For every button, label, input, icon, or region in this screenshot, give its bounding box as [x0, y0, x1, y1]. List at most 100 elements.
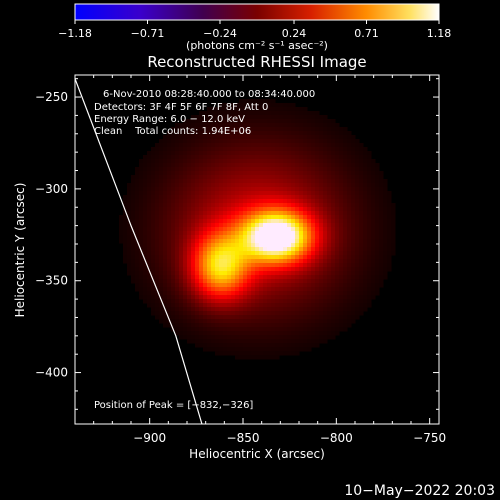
- heatmap-cell: [335, 155, 340, 160]
- heatmap-cell: [359, 203, 364, 208]
- heatmap-cell: [179, 323, 184, 328]
- heatmap-cell: [363, 251, 368, 256]
- heatmap-cell: [279, 159, 284, 164]
- heatmap-cell: [239, 275, 244, 280]
- heatmap-cell: [123, 251, 128, 256]
- heatmap-cell: [287, 343, 292, 348]
- heatmap-cell: [363, 275, 368, 280]
- heatmap-cell: [371, 251, 376, 256]
- heatmap-cell: [363, 291, 368, 296]
- heatmap-cell: [191, 315, 196, 320]
- heatmap-cell: [179, 255, 184, 260]
- heatmap-cell: [335, 123, 340, 128]
- heatmap-cell: [283, 215, 288, 220]
- heatmap-cell: [327, 191, 332, 196]
- heatmap-cell: [159, 187, 164, 192]
- heatmap-cell: [227, 263, 232, 268]
- heatmap-cell: [327, 139, 332, 144]
- heatmap-cell: [223, 123, 228, 128]
- heatmap-cell: [295, 191, 300, 196]
- heatmap-cell: [175, 199, 180, 204]
- heatmap-cell: [263, 171, 268, 176]
- heatmap-cell: [151, 271, 156, 276]
- heatmap-cell: [291, 195, 296, 200]
- heatmap-cell: [163, 239, 168, 244]
- heatmap-cell: [247, 331, 252, 336]
- heatmap-cell: [231, 199, 236, 204]
- heatmap-cell: [255, 103, 260, 108]
- heatmap-cell: [331, 231, 336, 236]
- heatmap-cell: [347, 175, 352, 180]
- heatmap-cell: [243, 303, 248, 308]
- heatmap-cell: [287, 327, 292, 332]
- heatmap-cell: [143, 295, 148, 300]
- heatmap-cell: [187, 179, 192, 184]
- heatmap-cell: [323, 203, 328, 208]
- heatmap-cell: [363, 195, 368, 200]
- heatmap-cell: [283, 259, 288, 264]
- heatmap-cell: [275, 175, 280, 180]
- heatmap-cell: [331, 239, 336, 244]
- heatmap-cell: [159, 219, 164, 224]
- heatmap-cell: [287, 287, 292, 292]
- heatmap-cell: [283, 347, 288, 352]
- heatmap-cell: [155, 291, 160, 296]
- heatmap-cell: [119, 235, 124, 240]
- heatmap-cell: [171, 223, 176, 228]
- heatmap-cell: [199, 227, 204, 232]
- heatmap-cell: [307, 179, 312, 184]
- heatmap-cell: [223, 315, 228, 320]
- heatmap-cell: [223, 199, 228, 204]
- heatmap-cell: [255, 287, 260, 292]
- heatmap-cell: [363, 303, 368, 308]
- heatmap-cell: [159, 151, 164, 156]
- heatmap-cell: [171, 275, 176, 280]
- heatmap-cell: [223, 207, 228, 212]
- heatmap-cell: [175, 271, 180, 276]
- heatmap-cell: [247, 343, 252, 348]
- heatmap-cell: [199, 239, 204, 244]
- heatmap-cell: [203, 115, 208, 120]
- heatmap-cell: [355, 151, 360, 156]
- heatmap-cell: [263, 227, 268, 232]
- colorbar-tick-label: 0.71: [354, 27, 379, 40]
- heatmap-cell: [295, 195, 300, 200]
- heatmap-cell: [391, 223, 396, 228]
- heatmap-cell: [367, 303, 372, 308]
- heatmap-cell: [227, 303, 232, 308]
- heatmap-cell: [279, 287, 284, 292]
- heatmap-cell: [375, 179, 380, 184]
- heatmap-cell: [163, 207, 168, 212]
- heatmap-cell: [163, 231, 168, 236]
- heatmap-cell: [351, 279, 356, 284]
- heatmap-cell: [235, 231, 240, 236]
- heatmap-cell: [219, 235, 224, 240]
- heatmap-cell: [263, 231, 268, 236]
- heatmap-cell: [251, 351, 256, 356]
- heatmap-cell: [343, 135, 348, 140]
- heatmap-cell: [279, 267, 284, 272]
- heatmap-cell: [163, 163, 168, 168]
- heatmap-cell: [303, 323, 308, 328]
- heatmap-cell: [171, 215, 176, 220]
- heatmap-cell: [279, 187, 284, 192]
- heatmap-cell: [239, 307, 244, 312]
- heatmap-cell: [331, 159, 336, 164]
- heatmap-cell: [195, 147, 200, 152]
- heatmap-cell: [151, 275, 156, 280]
- heatmap-cell: [251, 287, 256, 292]
- heatmap-cell: [251, 299, 256, 304]
- heatmap-cell: [391, 203, 396, 208]
- heatmap-cell: [207, 191, 212, 196]
- heatmap-cell: [175, 135, 180, 140]
- heatmap-cell: [367, 203, 372, 208]
- heatmap-cell: [191, 187, 196, 192]
- heatmap-cell: [147, 199, 152, 204]
- heatmap-cell: [299, 339, 304, 344]
- heatmap-cell: [259, 339, 264, 344]
- heatmap-cell: [319, 299, 324, 304]
- heatmap-cell: [135, 247, 140, 252]
- heatmap-cell: [219, 311, 224, 316]
- heatmap-cell: [283, 299, 288, 304]
- heatmap-cell: [239, 287, 244, 292]
